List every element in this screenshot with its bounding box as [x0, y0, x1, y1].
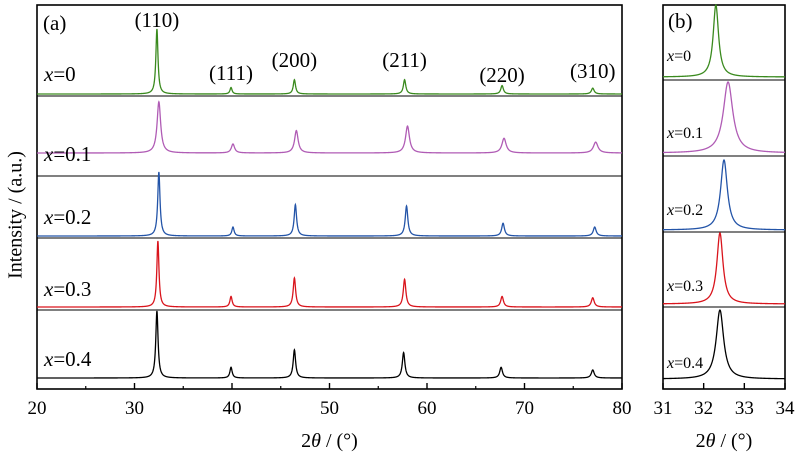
x-axis-label-b: 2θ / (°)	[696, 430, 753, 452]
series-line-a-2	[37, 171, 622, 237]
series-label-a-1: x=0.1	[43, 142, 91, 166]
series-line-b-3	[663, 232, 786, 305]
x-tick-label-a: 20	[28, 398, 47, 419]
peak-label: (310)	[570, 59, 616, 83]
x-tick-label-b: 31	[654, 398, 673, 419]
x-tick-label-a: 60	[418, 398, 437, 419]
series-line-a-3	[37, 240, 622, 308]
x-tick-label-a: 50	[320, 398, 339, 419]
series-label-a-2: x=0.2	[43, 205, 91, 229]
series-label-b-1: x=0.1	[666, 125, 703, 142]
series-line-a-0	[37, 28, 622, 95]
x-axis-label-a: 2θ / (°)	[301, 430, 358, 452]
series-line-a-1	[37, 100, 622, 154]
series-label-b-4: x=0.4	[666, 355, 703, 372]
series-label-a-0: x=0	[43, 62, 76, 86]
series-line-b-4	[662, 309, 786, 380]
panel-b: x=0 x=0.1 x=0.2 x=0.3 x=0.4 (b) 31 32 33 34 2θ / (…	[654, 3, 796, 452]
series-line-b-2	[663, 159, 785, 231]
peak-label: (110)	[135, 8, 180, 32]
peak-label: (200)	[272, 48, 318, 72]
panel-a: x=0 x=0.1 x=0.2 x=0.3 x=0.4 (110) (111) (200) (2…	[28, 4, 632, 452]
peak-label: (211)	[382, 48, 427, 72]
peak-label: (111)	[209, 61, 253, 85]
x-tick-label-a: 30	[125, 398, 144, 419]
panel-a-frame	[36, 4, 623, 390]
x-tick-label-b: 34	[776, 398, 796, 419]
panel-a-label: (a)	[43, 11, 66, 35]
y-axis-label: Intensity / (a.u.)	[5, 151, 27, 279]
series-label-a-3: x=0.3	[43, 277, 91, 301]
x-tick-label-a: 70	[515, 398, 534, 419]
x-tick-label-b: 33	[735, 398, 754, 419]
series-label-b-0: x=0	[666, 48, 691, 65]
series-label-b-3: x=0.3	[666, 278, 703, 295]
x-tick-label-a: 80	[613, 398, 632, 419]
panel-b-frame	[662, 4, 786, 390]
series-label-a-4: x=0.4	[43, 347, 92, 371]
series-label-b-2: x=0.2	[666, 202, 703, 219]
panel-b-label: (b)	[668, 9, 693, 33]
series-line-a-4	[37, 310, 622, 379]
x-tick-label-b: 32	[694, 398, 713, 419]
series-line-b-0	[663, 3, 785, 78]
x-tick-label-a: 40	[223, 398, 242, 419]
series-line-b-1	[663, 81, 786, 154]
peak-label: (220)	[479, 63, 525, 87]
